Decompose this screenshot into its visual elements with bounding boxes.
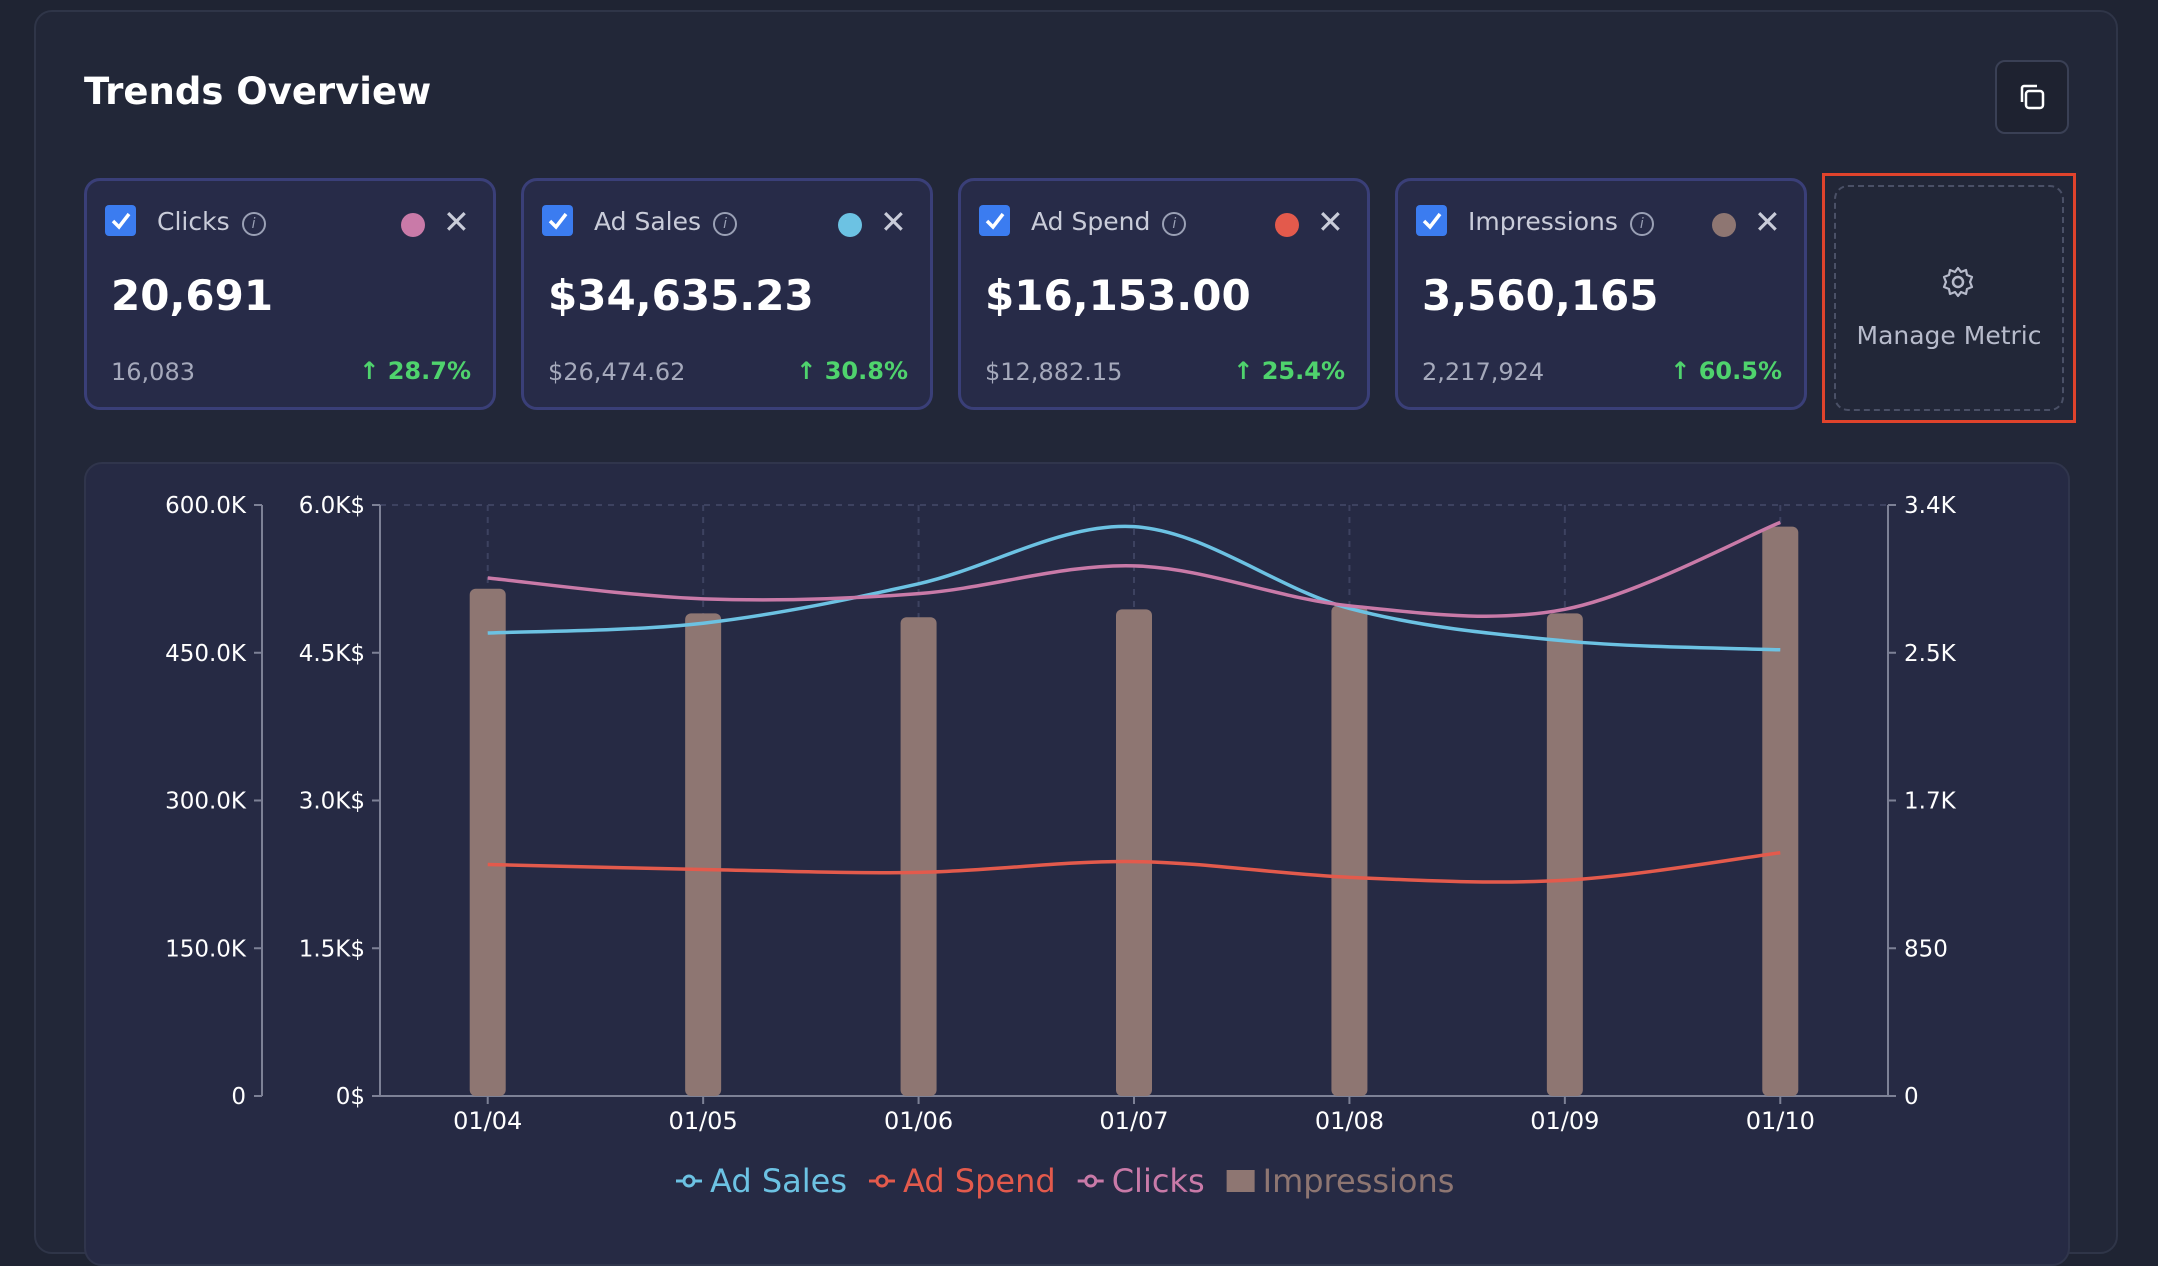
color-dot[interactable]	[401, 213, 425, 237]
card-previous-value: $12,882.15	[985, 358, 1123, 386]
x-axis-label: 01/04	[453, 1107, 522, 1135]
manage-metric-label: Manage Metric	[1856, 321, 2042, 350]
color-dot[interactable]	[1712, 213, 1736, 237]
impressions-bar	[1116, 609, 1152, 1096]
axis-tick-label: 600.0K	[165, 493, 247, 519]
checkmark-icon	[111, 212, 130, 230]
legend-marker-ad-sales	[682, 1174, 696, 1188]
card-label: Ad Spend	[1031, 207, 1151, 236]
x-axis-label: 01/07	[1099, 1107, 1168, 1135]
impressions-bar	[1762, 526, 1799, 1096]
metric-card-impressions[interactable]: Impressions i ✕ 3,560,165 2,217,924 ↑ 60.…	[1395, 178, 1807, 410]
axis-tick-label: 4.5K$	[299, 641, 365, 667]
close-icon[interactable]: ✕	[880, 203, 907, 241]
color-dot[interactable]	[838, 213, 862, 237]
manage-metric-button[interactable]: Manage Metric	[1822, 173, 2076, 423]
manage-metric-dashed-box[interactable]: Manage Metric	[1834, 185, 2064, 411]
axis-tick-label: 150.0K	[165, 936, 247, 962]
legend-label-ad-spend: Ad Spend	[903, 1162, 1056, 1200]
x-axis-label: 01/10	[1746, 1107, 1815, 1135]
close-icon[interactable]: ✕	[1317, 203, 1344, 241]
checkmark-icon	[985, 212, 1004, 230]
card-change: ↑ 25.4%	[1233, 357, 1345, 385]
x-axis-label: 01/08	[1315, 1107, 1384, 1135]
impressions-bar	[1546, 613, 1583, 1096]
axis-tick-label: 300.0K	[165, 789, 247, 815]
x-axis-label: 01/06	[884, 1107, 953, 1135]
impressions-bar	[469, 588, 506, 1096]
axis-tick-label: 2.5K	[1904, 641, 1957, 667]
axis-tick-label: 0	[1904, 1084, 1919, 1110]
impressions-bar	[685, 613, 722, 1096]
card-change: ↑ 60.5%	[1670, 357, 1782, 385]
axis-tick-label: 6.0K$	[299, 493, 365, 519]
page-title: Trends Overview	[84, 70, 432, 113]
ad-spend-checkbox[interactable]	[979, 205, 1010, 236]
series-line-ad-spend	[487, 850, 1781, 884]
checkmark-icon	[548, 212, 567, 230]
legend-swatch-impressions	[1226, 1170, 1255, 1192]
card-change: ↑ 30.8%	[796, 357, 908, 385]
axis-tick-label: 3.0K$	[299, 789, 365, 815]
axis-tick-label: 1.7K	[1904, 789, 1957, 815]
copy-icon	[2020, 84, 2045, 110]
x-axis-label: 01/05	[669, 1107, 738, 1135]
impressions-bar	[1331, 605, 1368, 1096]
color-dot[interactable]	[1275, 213, 1299, 237]
gear-icon	[1942, 266, 1974, 298]
copy-button[interactable]	[1995, 60, 2069, 134]
card-label: Clicks	[157, 207, 230, 236]
info-icon[interactable]: i	[1629, 212, 1654, 236]
info-icon[interactable]: i	[241, 212, 266, 236]
card-value: $16,153.00	[985, 271, 1251, 320]
legend-label-impressions: Impressions	[1263, 1162, 1455, 1200]
axis-tick-label: 0$	[336, 1084, 365, 1110]
legend-marker-clicks	[1084, 1174, 1098, 1188]
metric-card-ad-spend[interactable]: Ad Spend i ✕ $16,153.00 $12,882.15 ↑ 25.4…	[958, 178, 1370, 410]
card-change: ↑ 28.7%	[359, 357, 471, 385]
axis-tick-label: 1.5K$	[299, 936, 365, 962]
card-value: $34,635.23	[548, 271, 814, 320]
card-value: 3,560,165	[1422, 271, 1659, 320]
legend-label-clicks: Clicks	[1112, 1162, 1205, 1200]
card-label: Ad Sales	[594, 207, 702, 236]
axis-tick-label: 850	[1904, 936, 1948, 962]
metric-card-clicks[interactable]: Clicks i ✕ 20,691 16,083 ↑ 28.7%	[84, 178, 496, 410]
card-previous-value: 16,083	[111, 358, 195, 386]
impressions-checkbox[interactable]	[1416, 205, 1447, 236]
axis-tick-label: 3.4K	[1904, 493, 1957, 519]
trends-chart: 0 150.0K 300.0K 450.0K 600.0K 0$ 1.5K$ 3.0K$ 4.5…	[165, 493, 1957, 1200]
info-icon[interactable]: i	[1162, 212, 1187, 236]
card-label: Impressions	[1468, 207, 1618, 236]
series-line-ad-sales	[487, 524, 1781, 652]
metric-card-ad-sales[interactable]: Ad Sales i ✕ $34,635.23 $26,474.62 ↑ 30.8…	[521, 178, 933, 410]
card-previous-value: $26,474.62	[548, 358, 686, 386]
close-icon[interactable]: ✕	[443, 203, 470, 241]
axis-tick-label: 0	[231, 1084, 246, 1110]
clicks-checkbox[interactable]	[105, 205, 136, 236]
checkmark-icon	[1422, 212, 1441, 230]
close-icon[interactable]: ✕	[1754, 203, 1781, 241]
x-axis-label: 01/09	[1530, 1107, 1599, 1135]
info-icon[interactable]: i	[713, 212, 738, 236]
ad-sales-checkbox[interactable]	[542, 205, 573, 236]
card-value: 20,691	[111, 271, 274, 320]
card-previous-value: 2,217,924	[1422, 358, 1545, 386]
impressions-bar	[900, 617, 937, 1096]
legend-label-ad-sales: Ad Sales	[710, 1162, 847, 1200]
axis-tick-label: 450.0K	[165, 641, 247, 667]
series-line-clicks	[487, 520, 1781, 618]
legend-marker-ad-spend	[875, 1174, 889, 1188]
